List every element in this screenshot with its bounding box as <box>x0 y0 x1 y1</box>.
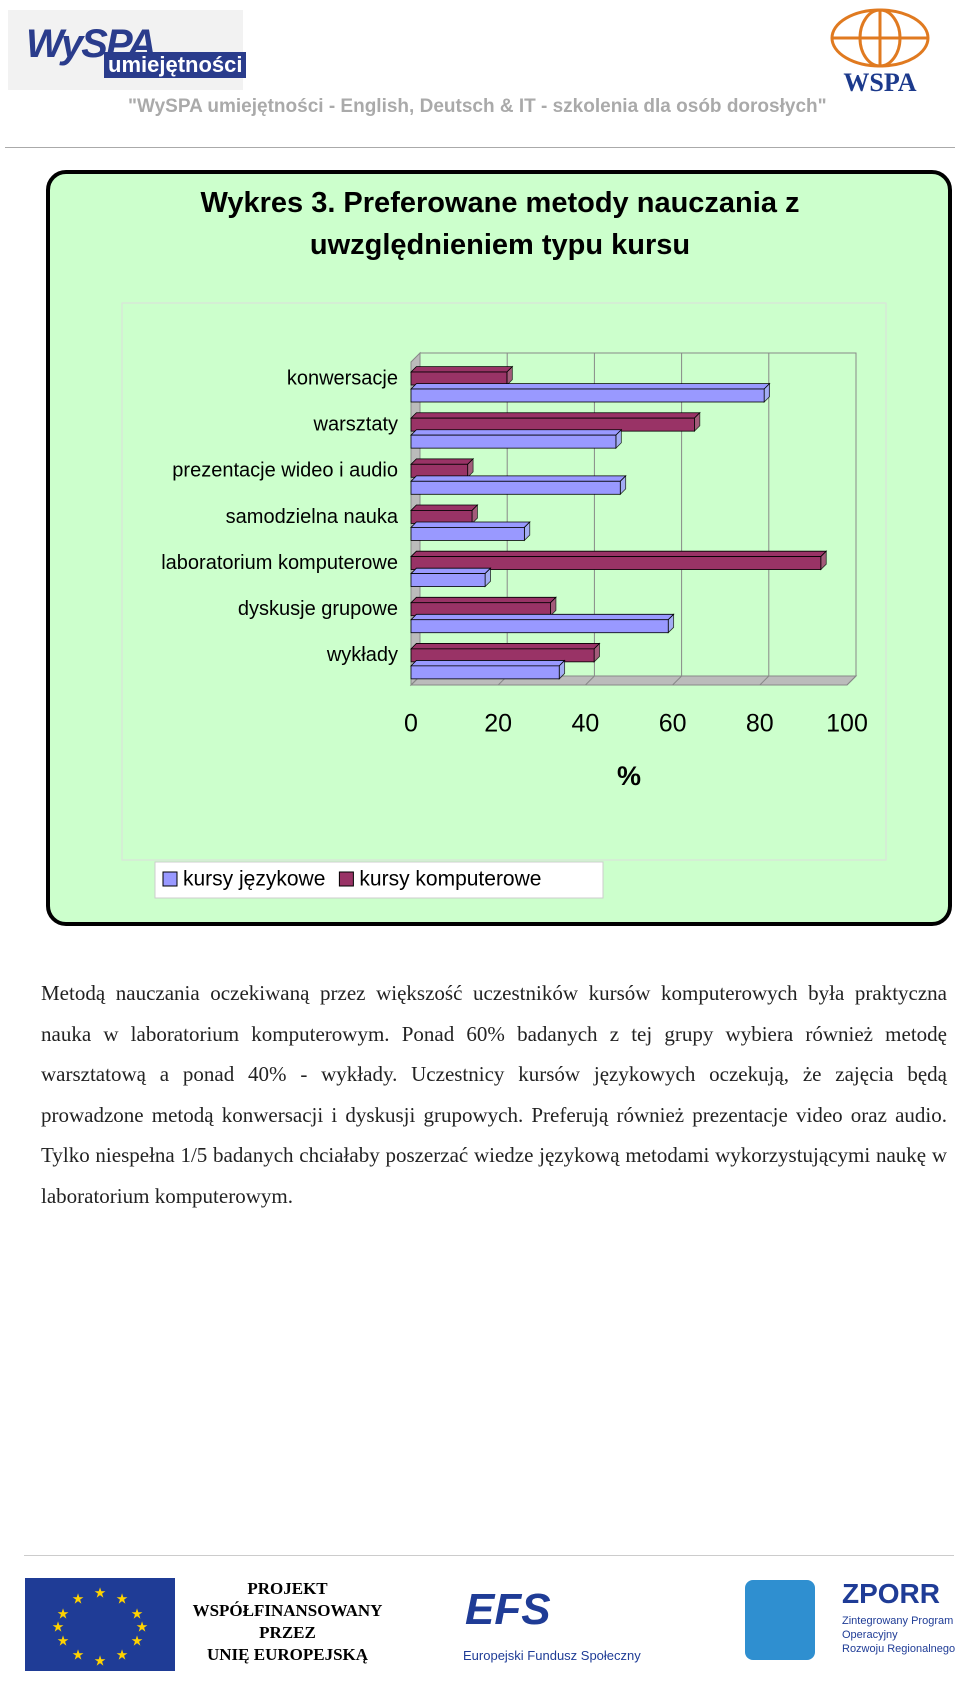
legend-label: kursy językowe <box>183 868 325 891</box>
svg-text:★: ★ <box>52 1619 65 1635</box>
grid-line <box>672 353 683 686</box>
bar <box>410 665 560 680</box>
footer-rule <box>24 1555 954 1556</box>
x-tick-label: 80 <box>746 710 774 738</box>
zporr-logo: ZPORR <box>842 1578 940 1609</box>
bar <box>410 417 695 432</box>
svg-text:★: ★ <box>72 1647 85 1663</box>
chart: Wykres 3. Preferowane metody nauczania z… <box>46 170 952 926</box>
rule <box>5 147 955 148</box>
grid-line <box>846 353 857 686</box>
zporr-icon <box>745 1580 815 1660</box>
title-wrap: Wykres 3. Preferowane metody nauczania z… <box>200 187 800 261</box>
bar-top <box>410 550 828 557</box>
bar-top <box>410 383 771 390</box>
y-tick-label: warsztaty <box>313 413 398 435</box>
bar-top <box>410 596 557 604</box>
x-tick-label: 100 <box>826 710 868 738</box>
zporr-name: Zintegrowany Program Operacyjny Rozwoju … <box>842 1614 955 1656</box>
bar-top <box>410 613 675 621</box>
svg-text:★: ★ <box>57 1633 70 1649</box>
efs-logo: EFS <box>465 1585 551 1634</box>
x-axis-label: % <box>617 761 641 791</box>
zporr-line: Operacyjny <box>842 1629 898 1641</box>
bar-top <box>410 458 475 465</box>
grid-line <box>759 353 770 686</box>
bar-top <box>410 475 627 482</box>
bar-top <box>410 429 623 436</box>
logo-right: WSPA <box>843 68 916 97</box>
y-tick-label: wykłady <box>326 644 398 666</box>
bar <box>410 556 822 570</box>
bar <box>410 371 508 386</box>
eu-text: PROJEKT WSPÓŁFINANSOWANY PRZEZ UNIĘ EURO… <box>175 1578 400 1666</box>
legend-box <box>154 861 604 899</box>
y-tick-label: prezentacje wideo i audio <box>172 460 398 482</box>
bar <box>410 527 525 541</box>
svg-text:★: ★ <box>94 1653 107 1669</box>
eu-flag: ★ ★★★★★★★★★★★ <box>25 1578 175 1671</box>
x-tick-label: 60 <box>659 710 687 738</box>
bar <box>410 573 486 587</box>
zporr-line: Rozwoju Regionalnego <box>842 1643 956 1655</box>
wspa-logo: WSPA <box>830 8 930 97</box>
bar <box>410 648 595 663</box>
bar-top <box>410 643 601 650</box>
bar-top <box>410 504 479 511</box>
y-tick-label: konwersacje <box>287 367 398 389</box>
y-tick-label: samodzielna nauka <box>226 506 399 528</box>
x-tick-label: 20 <box>484 710 512 738</box>
svg-text:★: ★ <box>116 1591 129 1607</box>
bar-top <box>410 660 566 667</box>
bar-top <box>410 521 531 528</box>
eu-line: PROJEKT <box>247 1579 328 1598</box>
body-text: Metodą nauczania oczekiwaną przez większ… <box>41 981 947 1208</box>
legend-label: kursy komputerowe <box>359 868 541 891</box>
bar <box>410 619 669 634</box>
eu-line: UNIĘ EUROPEJSKĄ <box>206 1645 369 1664</box>
eu-line: PRZEZ <box>259 1623 316 1642</box>
svg-text:★: ★ <box>131 1606 144 1622</box>
legend-swatch <box>162 871 178 887</box>
svg-text:★: ★ <box>72 1591 85 1607</box>
bar <box>410 434 617 449</box>
svg-text:★: ★ <box>116 1647 129 1663</box>
chart-title: Wykres 3. Preferowane metody nauczania z… <box>200 187 800 261</box>
x-tick-label: 0 <box>404 710 418 738</box>
bar <box>410 480 621 495</box>
logo-box: WySPA umiejętności <box>8 10 247 90</box>
zporr-line: Zintegrowany Program <box>842 1615 954 1627</box>
y-tick-label: laboratorium komputerowe <box>161 552 398 574</box>
plot-border <box>121 302 887 861</box>
efs-name: Europejski Fundusz Społeczny <box>463 1648 641 1663</box>
svg-text:★: ★ <box>131 1633 144 1649</box>
eu-line: WSPÓŁFINANSOWANY <box>192 1601 383 1620</box>
grid-line <box>585 353 595 686</box>
svg-text:★: ★ <box>94 1585 107 1601</box>
bar <box>410 388 765 403</box>
bar-top <box>410 567 492 574</box>
tagline: "WySPA umiejętności - English, Deutsch &… <box>128 96 827 117</box>
svg-text:★: ★ <box>136 1619 149 1635</box>
bar-top <box>410 366 514 373</box>
bar-top <box>410 412 701 419</box>
x-tick-label: 40 <box>571 710 599 738</box>
bar <box>410 463 469 478</box>
y-tick-label: dyskusje grupowe <box>238 598 398 620</box>
svg-text:★: ★ <box>57 1606 70 1622</box>
logo-sub: umiejętności <box>104 52 247 78</box>
bar <box>410 510 473 524</box>
legend-swatch <box>338 871 354 887</box>
bar <box>410 602 551 617</box>
